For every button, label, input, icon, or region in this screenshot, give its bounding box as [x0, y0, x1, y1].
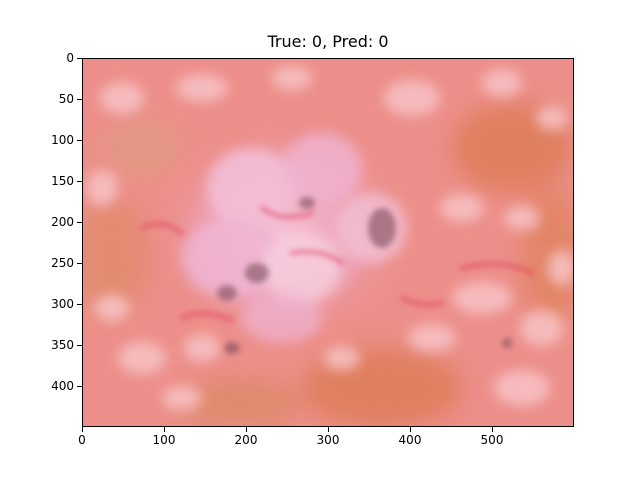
- y-tick-label: 200: [51, 215, 74, 229]
- x-tick-mark: [410, 427, 411, 432]
- y-tick-mark: [77, 181, 82, 182]
- y-tick-label: 100: [51, 133, 74, 147]
- y-tick-mark: [77, 140, 82, 141]
- y-tick-label: 0: [66, 51, 74, 65]
- y-tick-label: 400: [51, 379, 74, 393]
- y-tick-mark: [77, 222, 82, 223]
- y-tick-mark: [77, 304, 82, 305]
- y-tick-mark: [77, 263, 82, 264]
- y-tick-label: 50: [58, 92, 74, 106]
- y-tick-mark: [77, 386, 82, 387]
- x-tick-mark: [246, 427, 247, 432]
- y-tick-mark: [77, 58, 82, 59]
- x-tick-mark: [328, 427, 329, 432]
- x-tick-mark: [164, 427, 165, 432]
- y-tick-mark: [77, 99, 82, 100]
- x-tick-label: 200: [234, 433, 258, 447]
- y-tick-label: 250: [51, 256, 74, 270]
- x-tick-label: 500: [480, 433, 504, 447]
- x-tick-label: 0: [78, 433, 86, 447]
- y-tick-mark: [77, 345, 82, 346]
- x-tick-mark: [82, 427, 83, 432]
- x-tick-mark: [492, 427, 493, 432]
- plot-title: True: 0, Pred: 0: [267, 32, 389, 51]
- y-tick-label: 300: [51, 297, 74, 311]
- dermoscopy-image: [82, 58, 574, 427]
- x-tick-label: 400: [398, 433, 422, 447]
- x-tick-label: 300: [316, 433, 340, 447]
- x-tick-label: 100: [152, 433, 176, 447]
- y-tick-label: 150: [51, 174, 74, 188]
- y-tick-label: 350: [51, 338, 74, 352]
